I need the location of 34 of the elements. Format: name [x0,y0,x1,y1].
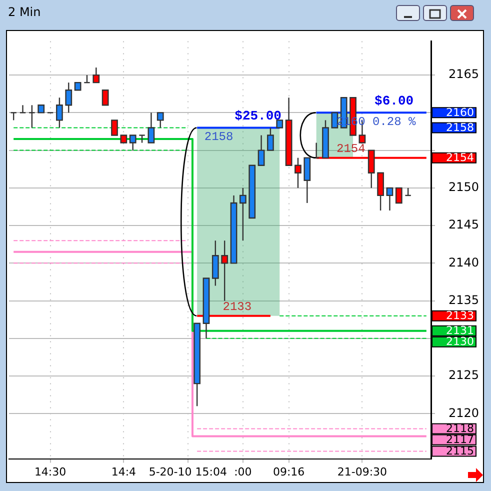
data-label: 2118 [446,422,474,436]
annotation: $6.00 [374,93,414,108]
candlestick [102,90,109,106]
x-tick-label: 09:16 [272,465,305,478]
data-label: 2130 [446,335,474,348]
y-tick-label: 2120 [448,406,479,420]
candlestick [395,187,402,204]
annotation: $25.00 [234,108,282,124]
x-tick-label: 14:30 [34,465,66,478]
y-tick-label: 2158 [446,121,474,134]
y-tick-label: 2145 [448,218,479,232]
candlestick [19,104,26,114]
annotation: 2154 [336,142,366,156]
y-tick-label: 2125 [448,368,479,382]
annotation: 2158 [204,130,234,144]
x-tick-label: 14:4 [111,465,136,478]
x-tick-label: 5-20-10 15:04 [148,465,227,478]
data-label: 2154 [446,151,474,164]
candlestick [331,112,338,128]
data-label: 2160 [446,106,474,120]
y-tick-label: 2165 [448,67,479,82]
x-tick-label: 21-09:30 [337,465,388,478]
x-tick-label: :00 [234,465,252,478]
chart-title: 2 Min [8,5,41,19]
data-label: 2117 [446,433,474,446]
y-tick-label: 2150 [448,180,479,194]
annotation: 2133 [222,300,252,314]
candlestick [28,104,36,128]
data-label: 2131 [446,324,474,338]
data-label: 2115 [446,444,474,458]
candlestick [111,120,118,136]
y-tick-label: 2133 [446,309,474,322]
y-tick-label: 2140 [448,255,479,270]
y-tick-label: 2135 [448,292,479,307]
